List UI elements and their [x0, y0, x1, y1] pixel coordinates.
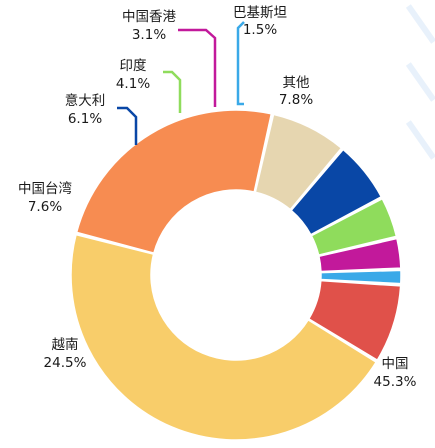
slice-value-label-1: 7.8%: [279, 92, 313, 108]
slice-name-label-5: 意大利: [65, 92, 106, 109]
slice-0: [320, 269, 402, 285]
slice-name-label-7: 中国香港: [122, 9, 176, 25]
slice-name-label-2: 中国: [382, 356, 409, 372]
slice-4: [254, 113, 343, 211]
slice-value-label-7: 3.1%: [132, 27, 166, 43]
slice-name-label-3: 越南: [52, 337, 79, 353]
leader-line-5: [117, 106, 138, 145]
slice-6: [310, 197, 398, 256]
slice-value-label-0: 1.5%: [243, 22, 277, 38]
leader-line-7: [178, 28, 217, 107]
slice-name-label-6: 印度: [120, 58, 147, 74]
slice-1: [307, 279, 402, 362]
slice-value-label-6: 4.1%: [116, 76, 150, 92]
leader-line-0: [236, 21, 245, 106]
slice-value-label-3: 24.5%: [44, 355, 87, 371]
slice-value-label-4: 7.6%: [28, 199, 62, 215]
slice-name-label-4: 中国台湾: [18, 180, 72, 197]
slices-group: [70, 109, 402, 441]
leader-line-6: [163, 70, 182, 113]
slice-3: [75, 109, 273, 254]
slice-name-label-1: 其他: [283, 75, 310, 91]
slice-name-label-0: 巴基斯坦: [233, 4, 287, 21]
slice-2: [70, 233, 378, 441]
slice-5: [290, 148, 383, 236]
leader-lines-group: [117, 21, 245, 145]
slice-value-label-2: 45.3%: [374, 374, 417, 390]
slice-value-label-5: 6.1%: [68, 111, 102, 127]
slice-7: [318, 237, 402, 273]
